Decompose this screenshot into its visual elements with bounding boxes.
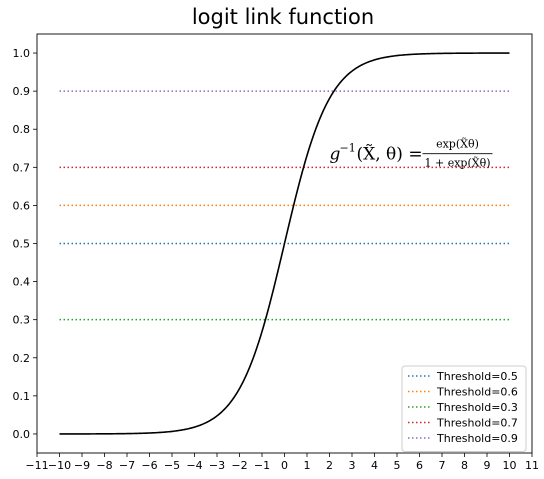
x-tick-label-19: 8 bbox=[461, 459, 468, 472]
formula-lhs-args: (X̃, θ) = bbox=[357, 145, 423, 165]
x-tick-label-16: 5 bbox=[394, 459, 401, 472]
x-tick-label-20: 9 bbox=[484, 459, 491, 472]
x-tick-label-12: 1 bbox=[304, 459, 311, 472]
legend: Threshold=0.5 Threshold=0.6 Threshold=0.3 T… bbox=[401, 365, 527, 452]
y-tick-label-0: 0.0 bbox=[13, 428, 31, 441]
x-tick-label-17: 6 bbox=[416, 459, 423, 472]
x-tick-label-5: −6 bbox=[141, 459, 157, 472]
legend-label-0: Threshold=0.5 bbox=[436, 370, 518, 383]
x-tick-label-10: −1 bbox=[254, 459, 270, 472]
y-tick-label-3: 0.3 bbox=[13, 314, 31, 327]
legend-label-1: Threshold=0.6 bbox=[436, 386, 518, 399]
x-tick-label-4: −7 bbox=[119, 459, 135, 472]
x-tick-label-22: 11 bbox=[525, 459, 539, 472]
x-tick-label-9: −2 bbox=[231, 459, 247, 472]
formula-numerator: exp(X̃θ) bbox=[436, 138, 479, 151]
formula-lhs-exponent: −1 bbox=[340, 142, 356, 155]
y-tick-label-7: 0.7 bbox=[13, 161, 31, 174]
x-tick-label-21: 10 bbox=[503, 459, 517, 472]
plot-area bbox=[59, 52, 510, 435]
x-tick-label-7: −4 bbox=[186, 459, 202, 472]
legend-label-3: Threshold=0.7 bbox=[436, 417, 518, 430]
x-tick-label-13: 2 bbox=[326, 459, 333, 472]
x-tick-label-1: −10 bbox=[48, 459, 71, 472]
x-tick-label-6: −5 bbox=[164, 459, 180, 472]
x-tick-label-14: 3 bbox=[349, 459, 356, 472]
x-tick-label-0: −11 bbox=[25, 459, 48, 472]
formula-lhs-g: g bbox=[330, 145, 341, 165]
y-tick-label-9: 0.9 bbox=[13, 85, 31, 98]
x-tick-label-15: 4 bbox=[371, 459, 378, 472]
chart-title: logit link function bbox=[192, 5, 374, 29]
x-tick-label-11: 0 bbox=[281, 459, 288, 472]
x-tick-label-18: 7 bbox=[439, 459, 446, 472]
logistic-curve bbox=[59, 52, 510, 435]
legend-label-4: Threshold=0.9 bbox=[436, 432, 518, 445]
y-tick-label-10: 1.0 bbox=[13, 47, 31, 60]
legend-label-2: Threshold=0.3 bbox=[436, 401, 518, 414]
y-tick-label-4: 0.4 bbox=[13, 276, 31, 289]
y-tick-label-8: 0.8 bbox=[13, 123, 31, 136]
formula-denominator: 1 + exp(X̃θ) bbox=[425, 157, 491, 170]
x-tick-label-2: −9 bbox=[74, 459, 90, 472]
axes: −11 −10 −9 −8 −7 −6 −5 −4 −3 −2 −1 0 1 2 3 4 5 6 7 8 9 10 110.… bbox=[13, 33, 539, 472]
x-tick-label-8: −3 bbox=[209, 459, 225, 472]
y-tick-label-1: 0.1 bbox=[13, 390, 31, 403]
legend-box bbox=[401, 365, 527, 452]
y-tick-label-2: 0.2 bbox=[13, 352, 31, 365]
formula-annotation: g −1 (X̃, θ) = exp(X̃θ) 1 + exp(X̃θ) bbox=[330, 138, 493, 170]
y-tick-label-5: 0.5 bbox=[13, 238, 31, 251]
x-tick-label-3: −8 bbox=[96, 459, 112, 472]
y-tick-label-6: 0.6 bbox=[13, 199, 31, 212]
